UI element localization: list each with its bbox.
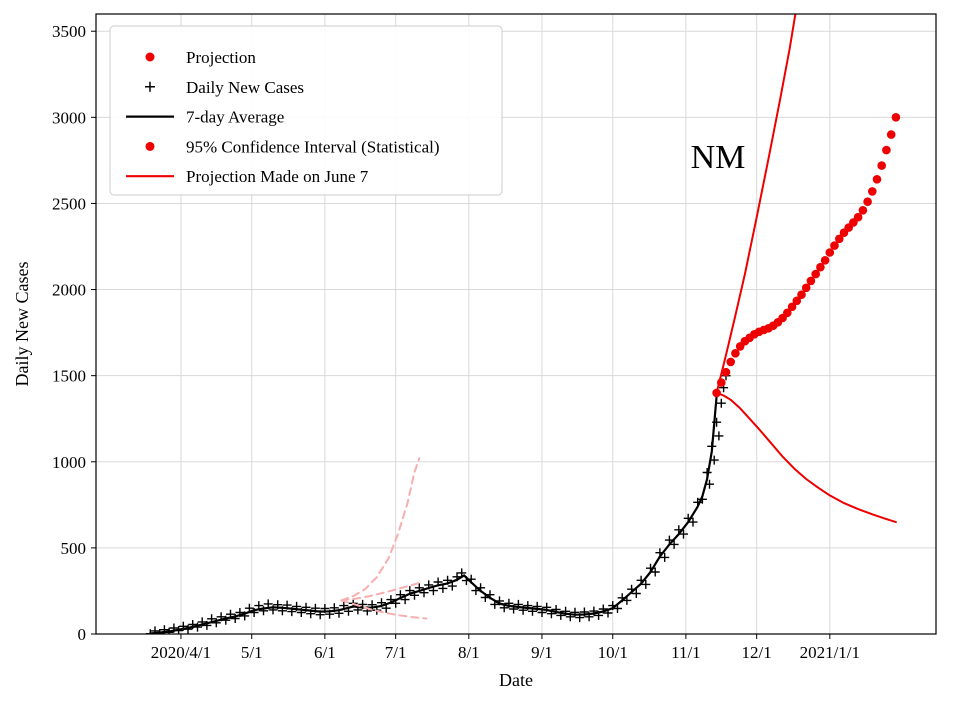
projection-dot [877,161,886,170]
projection-dot [792,296,802,306]
projection-dot [886,130,896,139]
series-dashed-line [340,599,428,620]
series-line [715,391,897,524]
series-dashed-line [340,457,421,602]
y-axis-label: Daily New Cases [12,262,32,387]
projection-dot [797,290,806,300]
y-tick-label: 0 [78,625,87,644]
x-tick-label: 10/1 [598,643,628,662]
projection-dot [816,262,825,272]
x-tick-label: 2020/4/1 [151,643,211,662]
state-annotation: NM [691,139,746,176]
projection-dot [882,145,891,155]
legend-label: Projection [186,48,256,67]
plot-frame [95,13,937,635]
projection-dot [872,175,882,184]
x-tick-label: 7/1 [385,643,407,662]
legend-label: 95% Confidence Interval (Statistical) [186,137,440,156]
legend-dot-marker [145,141,155,151]
y-tick-label: 1000 [52,453,86,472]
projection-dot [858,206,868,215]
legend-plus-marker [145,81,155,92]
x-tick-label: 6/1 [314,643,336,662]
y-tick-label: 3000 [52,108,86,127]
x-axis-label: Date [499,670,533,690]
projection-dot [801,283,811,293]
legend-label: 7-day Average [186,108,284,127]
series-dashed-line [340,581,423,602]
projection-dot [830,241,839,250]
y-tick-label: 3500 [52,22,86,41]
projection-dot [868,187,877,196]
series-line [149,395,718,634]
y-tick-label: 2000 [52,281,86,300]
projection-dot [825,248,835,257]
y-tick-label: 500 [61,539,87,558]
legend-box [109,25,503,196]
x-tick-label: 11/1 [671,643,701,662]
projection-dot [891,113,901,122]
projection-dot [863,197,872,206]
projection-dot [787,302,797,312]
x-tick-label: 2021/1/1 [800,643,860,662]
legend-dot-marker [145,52,155,62]
series-plus-markers [145,371,731,634]
x-tick-label: 8/1 [458,643,480,662]
projection-dot [806,276,816,286]
legend-label: Daily New Cases [186,78,304,97]
projection-dot [811,269,820,279]
x-tick-label: 12/1 [742,643,772,662]
axes: 2020/4/1 5/1 6/1 7/1 8/1 9/1 10/1 11/1 12/1 2021/… [52,13,937,662]
projection-dot [853,212,863,222]
projection-dot [731,349,740,358]
y-tick-label: 1500 [52,367,86,386]
x-tick-label: 9/1 [531,643,553,662]
legend-label: Projection Made on June 7 [186,167,369,186]
projection-dot [835,234,844,244]
y-tick-label: 2500 [52,194,86,213]
x-tick-label: 5/1 [241,643,263,662]
legend: Projection Daily New Cases 7-day Average 95… [109,25,503,196]
projection-dot [726,357,735,367]
series-line [715,14,797,394]
projection-dot [820,255,830,265]
data-series [145,14,901,634]
projection-dot [783,308,792,318]
projection-dot [721,367,731,377]
